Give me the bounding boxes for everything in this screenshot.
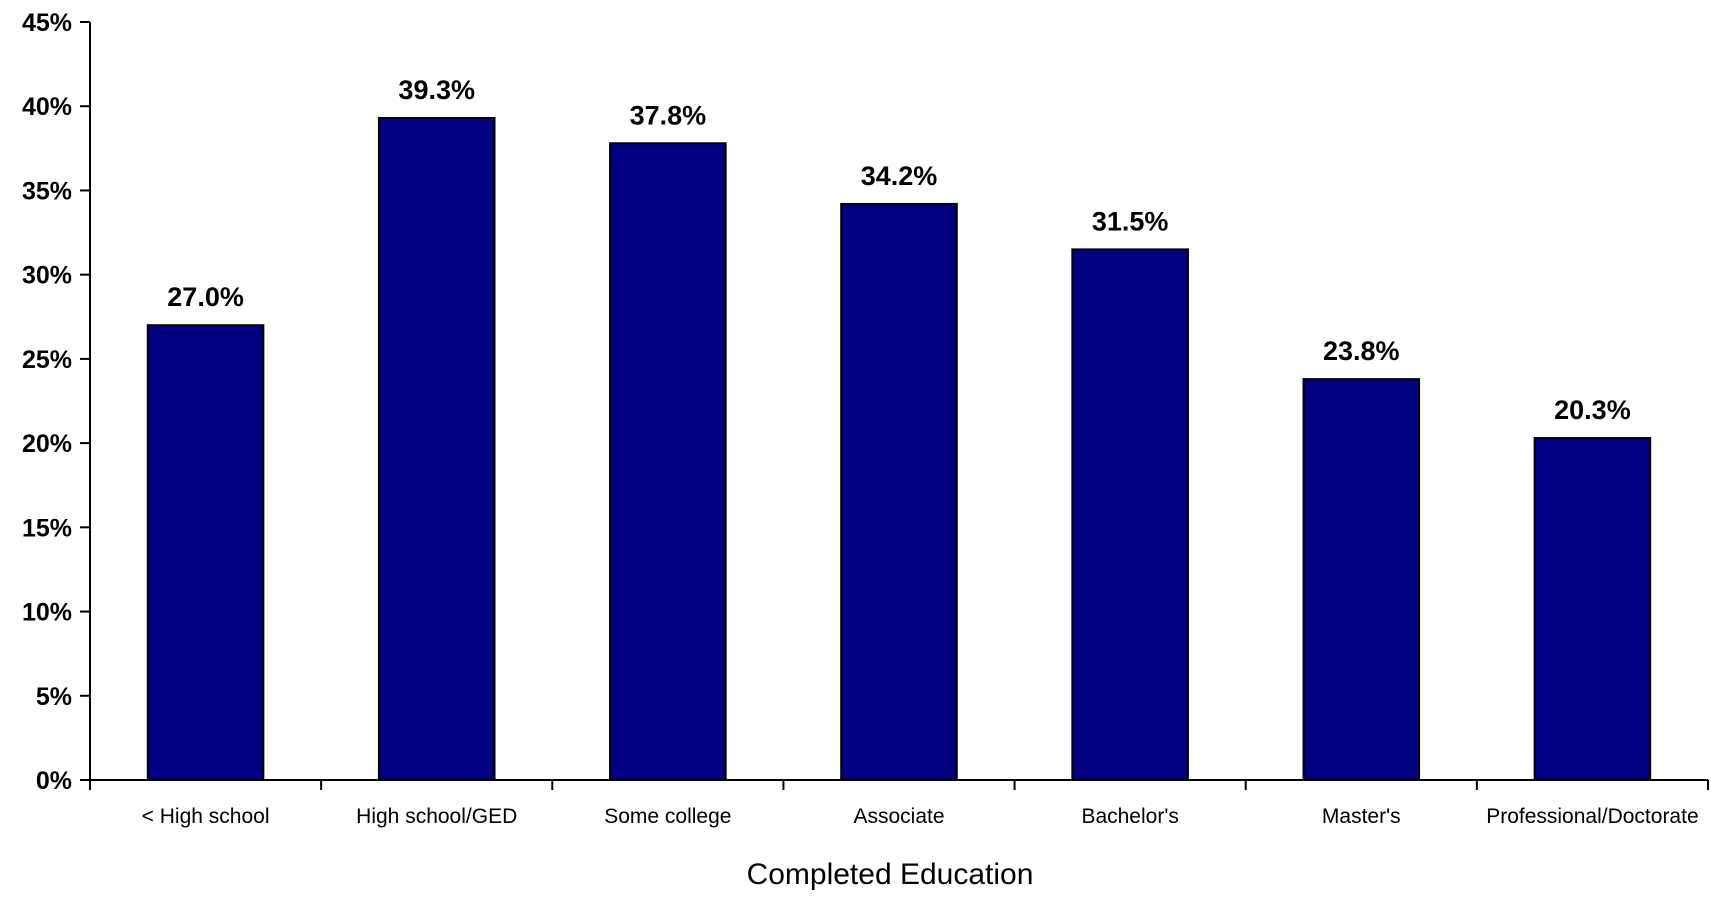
x-axis-title: Completed Education [747,858,1034,891]
y-tick-label: 25% [22,346,72,374]
bar [1071,248,1189,781]
bar [377,117,496,782]
y-tick-label: 15% [22,514,72,542]
y-tick-label: 45% [22,9,72,37]
data-label: 39.3% [398,75,475,105]
x-tick-label: Associate [853,805,944,828]
bar [146,324,265,781]
data-label: 27.0% [167,282,244,312]
x-tick-label: < High school [142,805,270,828]
bar [1302,378,1421,781]
y-tick-label: 0% [36,767,72,795]
bar [609,142,727,781]
y-tick-label: 30% [22,262,72,290]
bars: 27.0% 39.3% 37.8% 34.2% 31.5% 23.8% 20.3% [146,75,1652,782]
x-tick-label: High school/GED [356,805,517,828]
bar [1533,437,1652,781]
y-tick-label: 40% [22,93,72,121]
x-tick-label: Professional/Doctorate [1486,805,1698,828]
y-tick-label: 35% [22,177,72,205]
y-tick-label: 5% [36,683,72,711]
x-tick-label: Bachelor's [1081,805,1178,828]
data-label: 37.8% [630,100,707,130]
x-tick-label: Some college [604,805,731,828]
y-tick-label: 20% [22,430,72,458]
data-label: 20.3% [1554,395,1631,425]
y-axis: 0% 5% 10% 15% 20% 25% 30% 35% 40% 45% [22,9,91,795]
data-label: 23.8% [1323,336,1400,366]
data-label: 34.2% [861,161,938,191]
x-axis: < High school High school/GED Some college… [89,779,1709,828]
x-tick-label: Master's [1322,805,1401,828]
y-tick-label: 10% [22,599,72,627]
data-label: 31.5% [1092,206,1169,236]
bar [840,202,958,782]
